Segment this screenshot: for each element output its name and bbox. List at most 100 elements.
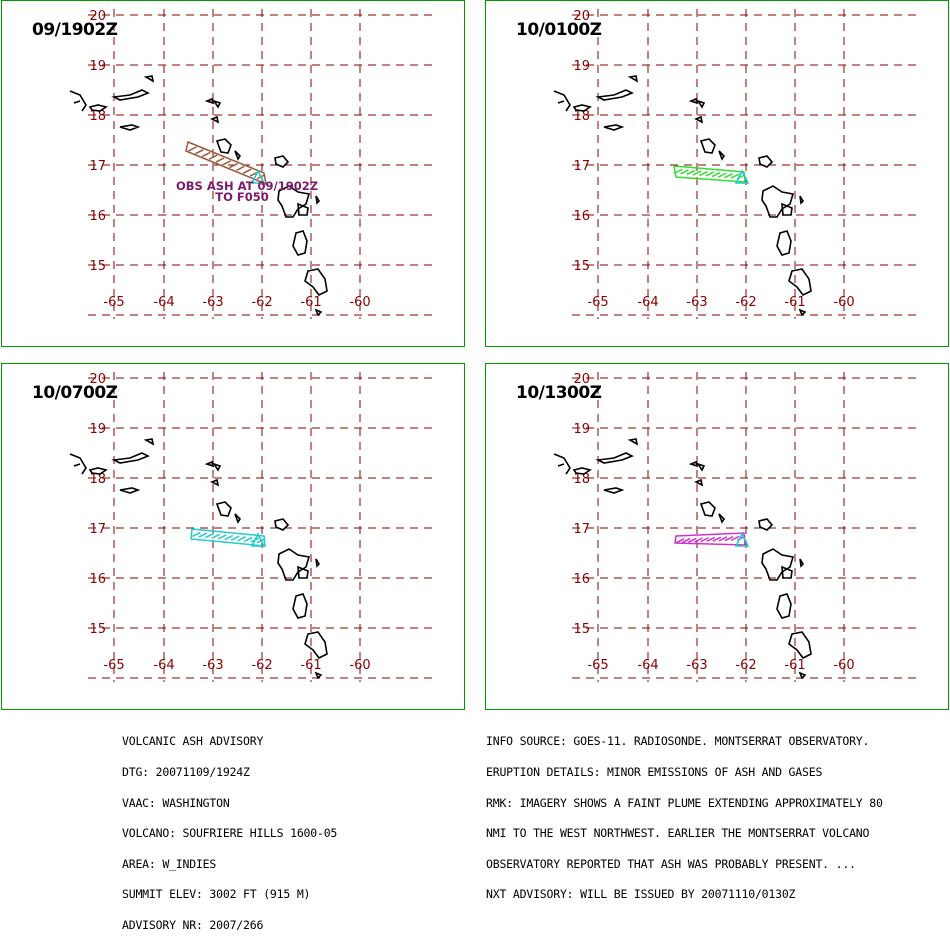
longitude-label: -60 [833, 295, 854, 310]
coastline [69, 438, 328, 680]
lat-lon-grid [88, 9, 436, 319]
plume-hatch [198, 532, 208, 538]
island-outline [595, 452, 634, 464]
island-outline [143, 75, 155, 83]
island-outline [210, 478, 220, 487]
advisory-line: NMI TO THE WEST NORTHWEST. EARLIER THE M… [486, 826, 870, 841]
plume-hatch [730, 535, 740, 542]
advisory-line: NXT ADVISORY: WILL BE ISSUED BY 20071110… [486, 887, 796, 902]
ash-plume [673, 165, 746, 183]
island-outline [234, 150, 242, 161]
plume-hatch [195, 148, 204, 155]
island-outline [603, 124, 625, 131]
latitude-label: 17 [573, 159, 590, 174]
island-outline [314, 308, 323, 317]
island-outline [699, 501, 716, 517]
island-outline [799, 558, 805, 568]
plume-hatch [211, 533, 221, 539]
latitude-label: 15 [573, 622, 590, 637]
island-outline [212, 99, 222, 109]
island-outline [627, 75, 639, 83]
advisory-line: VOLCANIC ASH ADVISORY [122, 734, 264, 749]
plume-hatch [692, 170, 702, 176]
island-outline [111, 89, 150, 101]
longitude-label: -63 [202, 658, 223, 673]
plume-outline [185, 140, 267, 186]
longitude-label: -63 [202, 295, 223, 310]
island-outline [799, 195, 805, 205]
plume-hatch [242, 168, 252, 174]
plume-hatch [243, 536, 253, 543]
island-outline [718, 150, 726, 161]
plume-hatch [724, 173, 733, 179]
island-outline [758, 155, 774, 168]
island-outline [696, 99, 706, 109]
lat-lon-grid [572, 9, 920, 319]
plume-hatch [711, 171, 721, 178]
plume-hatch [706, 536, 716, 543]
island-outline [595, 89, 634, 101]
plume-hatch [724, 535, 734, 542]
forecast-panel-1: 20 19 18 17 16 15 -65 -64 -63 -62 -61 -60 OBS ASH AT… [1, 0, 465, 347]
island-outline [798, 308, 807, 317]
latitude-label: 16 [89, 572, 106, 587]
panel-time-label: 10/1300Z [516, 383, 602, 403]
longitude-label: -62 [251, 295, 272, 310]
advisory-line: VAAC: WASHINGTON [122, 795, 230, 810]
latitude-label: 15 [573, 259, 590, 274]
advisory-line: RMK: IMAGERY SHOWS A FAINT PLUME EXTENDI… [486, 795, 883, 810]
island-outline [315, 195, 321, 205]
longitude-label: -64 [153, 295, 174, 310]
coastline [553, 75, 812, 317]
island-outline [88, 104, 108, 112]
plume-hatch [237, 536, 247, 542]
latitude-label: 17 [89, 159, 106, 174]
island-outline [292, 230, 308, 256]
latitude-label: 18 [573, 109, 590, 124]
longitude-label: -61 [300, 295, 321, 310]
longitude-label: -60 [349, 658, 370, 673]
plume-hatch [191, 531, 201, 538]
plume-hatch [687, 537, 697, 543]
island-outline [718, 513, 726, 524]
coastline [69, 75, 328, 317]
island-outline [694, 478, 704, 487]
longitude-label: -60 [833, 658, 854, 673]
latitude-label: 20 [89, 372, 106, 387]
plume-hatch [712, 536, 722, 542]
longitude-label: -61 [784, 295, 805, 310]
island-outline [143, 438, 155, 446]
plume-hatch [686, 169, 696, 176]
latitude-label: 19 [89, 422, 106, 437]
longitude-label: -61 [300, 658, 321, 673]
island-outline [292, 593, 308, 619]
plume-hatch [699, 170, 708, 177]
island-outline [572, 104, 592, 112]
plume-hatch [730, 173, 740, 179]
island-outline [204, 97, 215, 105]
island-outline [776, 230, 792, 256]
island-outline [274, 518, 290, 531]
island-outline [69, 90, 87, 112]
ash-annotation: OBS ASH AT 09/1902Z [176, 179, 318, 193]
plume-hatch [681, 537, 691, 544]
plume-hatch [694, 537, 703, 543]
plume-hatch [700, 537, 709, 543]
island-outline [234, 513, 242, 524]
coastline [553, 438, 812, 680]
longitude-label: -62 [735, 658, 756, 673]
latitude-label: 20 [89, 9, 106, 24]
advisory-header-text: VOLCANIC ASH ADVISORY DTG: 20071109/1924… [122, 716, 337, 940]
latitude-label: 16 [89, 209, 106, 224]
plume-hatch [675, 538, 685, 544]
island-outline [215, 501, 232, 517]
latitude-label: 18 [89, 109, 106, 124]
plume-hatch [673, 168, 683, 175]
island-outline [315, 558, 321, 568]
ash-plume [185, 140, 267, 186]
island-outline [788, 631, 812, 660]
island-outline [688, 460, 699, 468]
longitude-label: -65 [103, 295, 124, 310]
island-outline [119, 124, 141, 131]
longitude-label: -64 [637, 658, 658, 673]
